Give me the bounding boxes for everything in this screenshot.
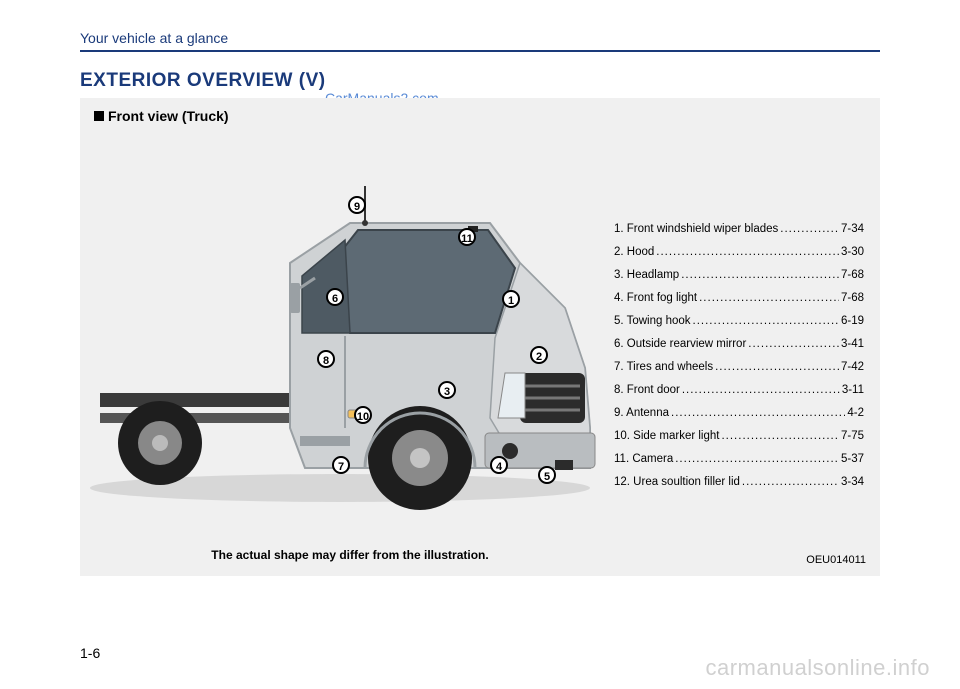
callout-1: 1 [502,290,520,308]
callout-2: 2 [530,346,548,364]
page-number: 1-6 [80,645,100,661]
figure-code: OEU014011 [806,554,866,566]
list-item: 8. Front door3-11 [614,379,864,402]
callout-7: 7 [332,456,350,474]
list-item: 5. Towing hook6-19 [614,310,864,333]
callout-6: 6 [326,288,344,306]
parts-list: 1. Front windshield wiper blades7-34 2. … [614,218,864,494]
callout-4: 4 [490,456,508,474]
list-item: 2. Hood3-30 [614,241,864,264]
figure-subtitle-text: Front view (Truck) [108,108,229,124]
list-item: 1. Front windshield wiper blades7-34 [614,218,864,241]
breadcrumb: Your vehicle at a glance [80,30,228,46]
truck-svg [90,168,610,518]
figure-caption: The actual shape may differ from the ill… [80,548,620,562]
figure-subtitle: Front view (Truck) [94,108,229,124]
truck-illustration: 9 11 6 1 8 2 3 10 7 4 5 [90,168,610,518]
callout-3: 3 [438,381,456,399]
list-item: 12. Urea soultion filler lid3-34 [614,471,864,494]
list-item: 11. Camera5-37 [614,448,864,471]
manual-page: Your vehicle at a glance EXTERIOR OVERVI… [0,0,960,689]
figure-panel: Front view (Truck) [80,98,880,576]
callout-8: 8 [317,350,335,368]
page-header: Your vehicle at a glance [80,30,900,46]
list-item: 4. Front fog light7-68 [614,287,864,310]
section-title: EXTERIOR OVERVIEW (V) [80,70,900,92]
list-item: 10. Side marker light7-75 [614,425,864,448]
list-item: 7. Tires and wheels7-42 [614,356,864,379]
callout-5: 5 [538,466,556,484]
list-item: 3. Headlamp7-68 [614,264,864,287]
square-bullet-icon [94,111,104,121]
list-item: 6. Outside rearview mirror3-41 [614,333,864,356]
callout-9: 9 [348,196,366,214]
watermark-site: carmanualsonline.info [705,655,930,681]
header-rule [80,50,880,52]
list-item: 9. Antenna4-2 [614,402,864,425]
callout-11: 11 [458,228,476,246]
callout-10: 10 [354,406,372,424]
